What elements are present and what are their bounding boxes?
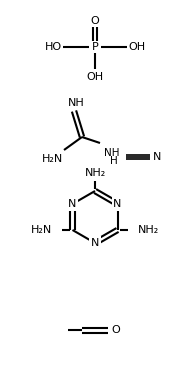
- Text: NH₂: NH₂: [138, 225, 159, 235]
- Text: NH: NH: [104, 148, 120, 158]
- Text: N: N: [153, 152, 161, 162]
- Text: N: N: [91, 238, 99, 248]
- Text: H: H: [110, 156, 118, 166]
- Text: NH: NH: [68, 98, 84, 108]
- Text: NH₂: NH₂: [84, 168, 106, 178]
- Text: N: N: [68, 199, 77, 209]
- Text: P: P: [92, 42, 98, 52]
- Text: O: O: [91, 16, 99, 26]
- Text: N: N: [113, 199, 122, 209]
- Text: HO: HO: [45, 42, 62, 52]
- Text: O: O: [112, 325, 120, 335]
- Text: OH: OH: [87, 72, 104, 82]
- Text: H₂N: H₂N: [41, 154, 63, 164]
- Text: OH: OH: [128, 42, 146, 52]
- Text: H₂N: H₂N: [31, 225, 53, 235]
